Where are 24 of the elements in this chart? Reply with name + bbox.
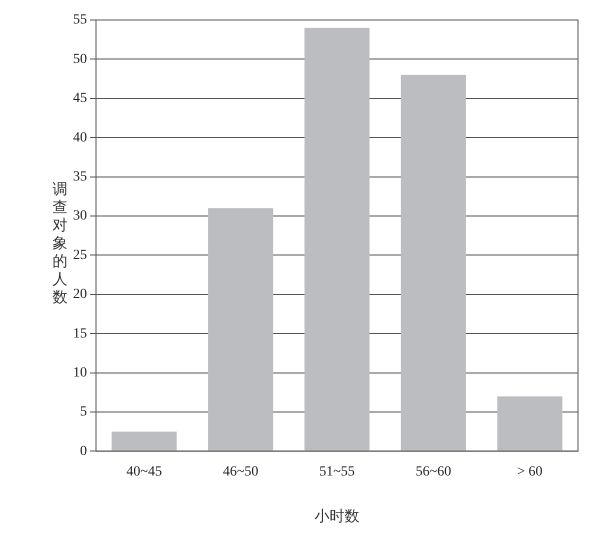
y-tick-label: 55 xyxy=(73,12,87,28)
y-tick-label: 20 xyxy=(73,287,87,302)
bar xyxy=(400,74,466,451)
bar xyxy=(112,432,177,451)
x-tick-label: 40~45 xyxy=(126,464,162,480)
y-tick-label: 15 xyxy=(73,326,87,342)
x-tick-label: 56~60 xyxy=(416,464,452,480)
y-tick-label: 30 xyxy=(73,208,87,224)
y-axis-title: 调查对象的人数 xyxy=(52,180,68,306)
y-tick-label: 0 xyxy=(80,444,87,459)
x-axis-title: 小时数 xyxy=(314,506,360,525)
y-tick-label: 35 xyxy=(73,169,87,184)
y-tick-label: 40 xyxy=(73,130,87,146)
x-tick-label: 46~50 xyxy=(222,464,258,480)
x-tick-label: > 60 xyxy=(517,464,543,480)
bar xyxy=(208,208,274,451)
y-tick-label: 25 xyxy=(73,248,87,263)
bar xyxy=(497,396,562,451)
x-tick-label: 51~55 xyxy=(319,464,355,480)
y-tick-label: 5 xyxy=(80,404,87,420)
y-tick-label: 45 xyxy=(73,91,87,106)
y-tick-label: 50 xyxy=(73,52,87,67)
y-tick-label: 10 xyxy=(73,365,87,380)
bar xyxy=(304,28,370,451)
